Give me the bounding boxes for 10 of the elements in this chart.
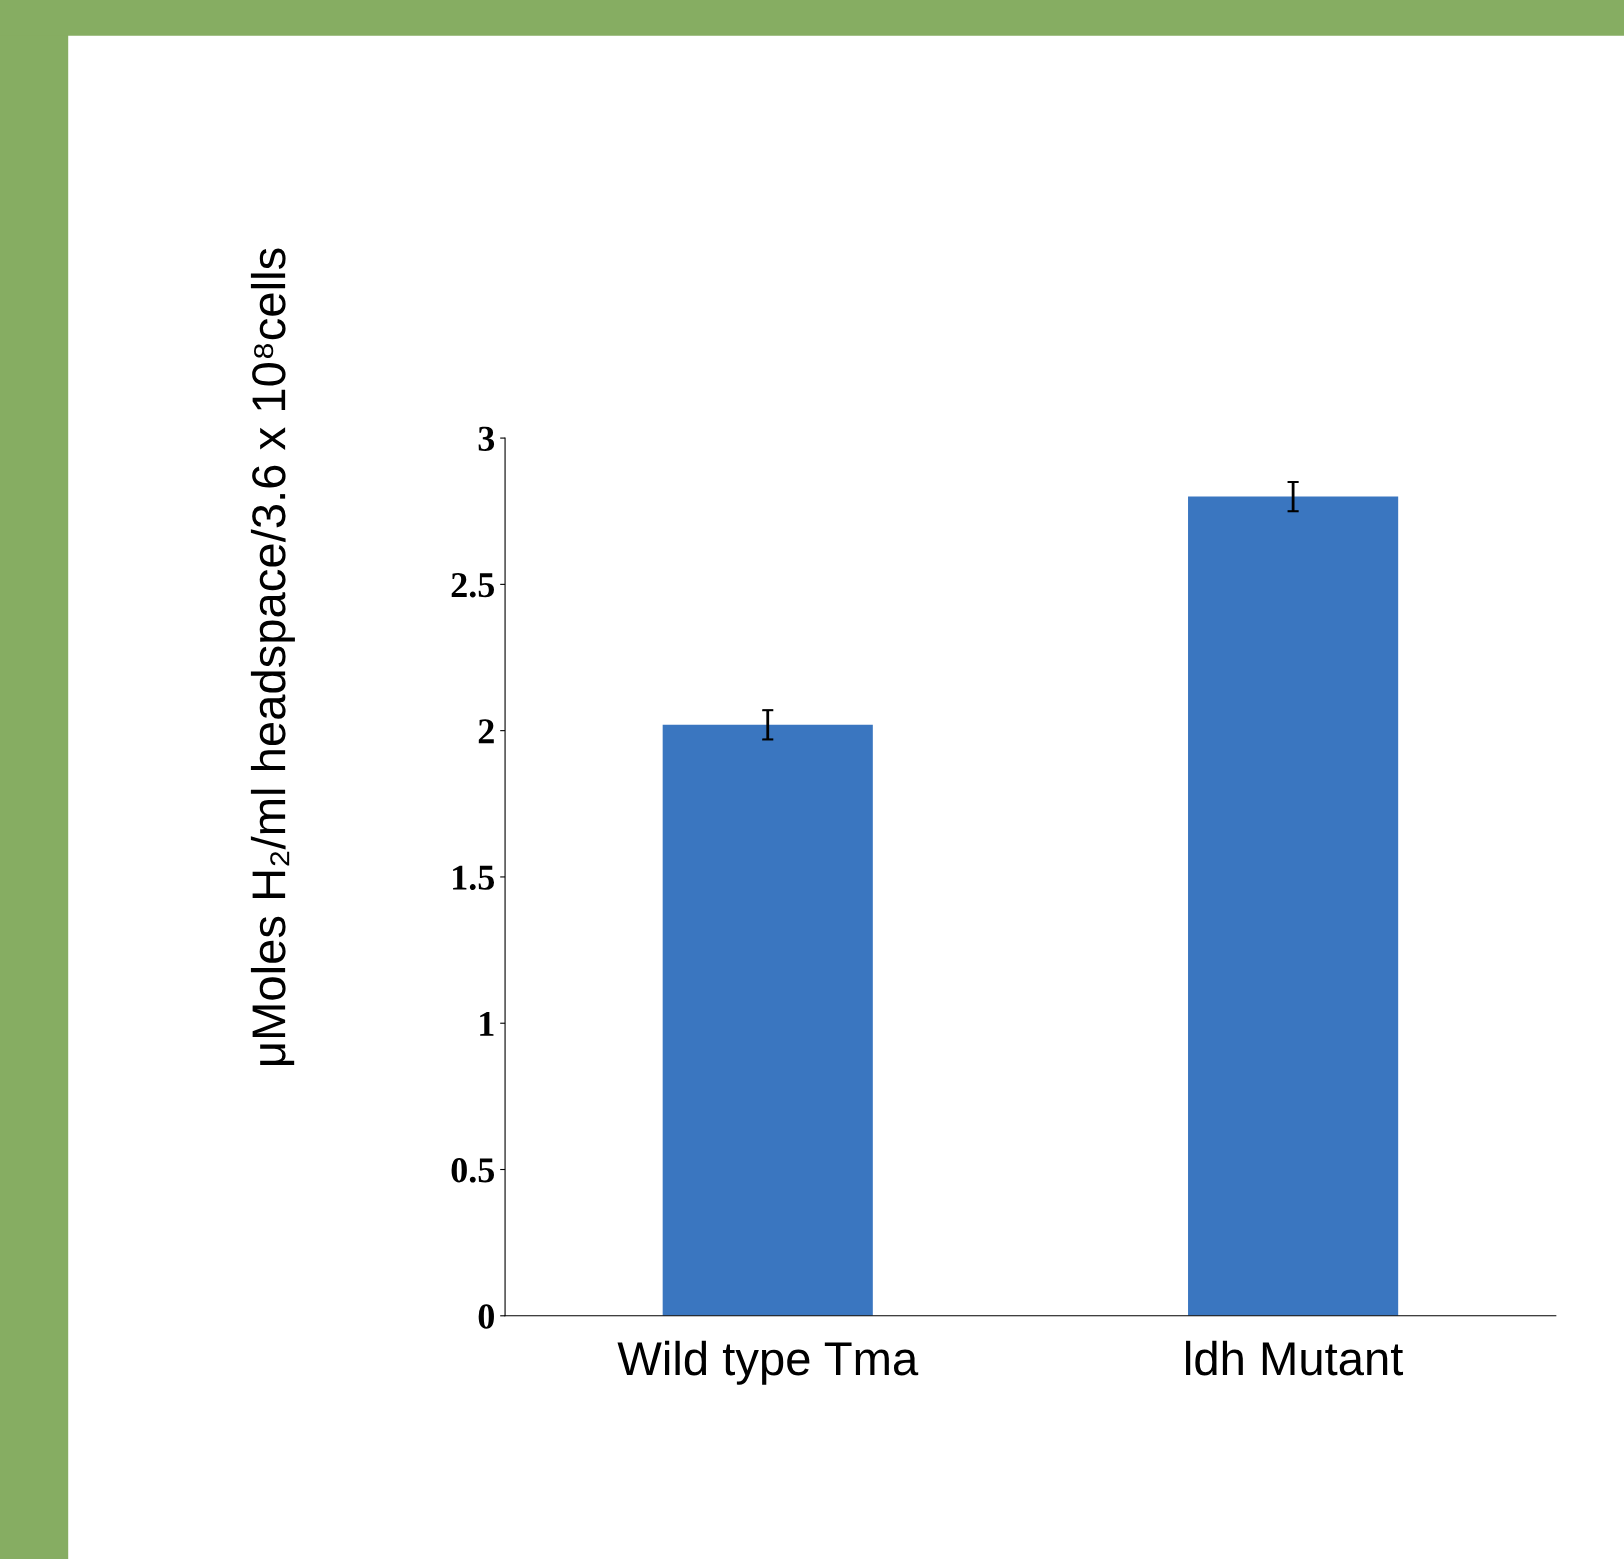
x-tick-label: ldh Mutant bbox=[1186, 1340, 1404, 1376]
y-tick-label: 2 bbox=[478, 719, 494, 744]
y-tick-label: 1 bbox=[480, 1011, 494, 1036]
y-tick-label: 3 bbox=[478, 426, 495, 451]
y-tick-label: 2.5 bbox=[451, 572, 495, 598]
y-axis-title: μMoles H₂/ml headspace/3.6 x 10⁸cells bbox=[250, 248, 295, 1065]
y-tick-label: 0 bbox=[478, 1304, 494, 1329]
y-tick-label: 1.5 bbox=[453, 865, 495, 890]
x-tick-label: Wild type Tma bbox=[617, 1340, 919, 1385]
y-tick-label: 0.5 bbox=[451, 1158, 495, 1183]
